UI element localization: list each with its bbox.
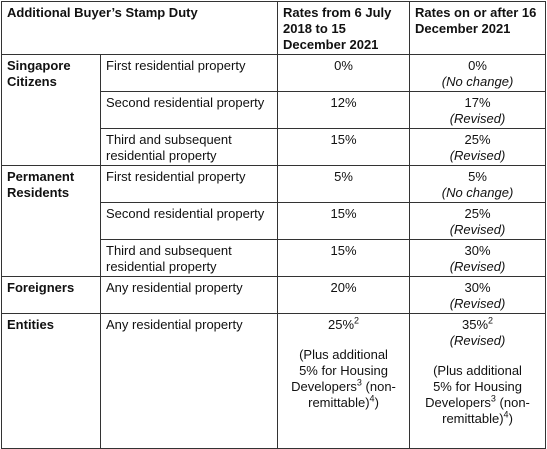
- note-text: (non-remittable): [308, 379, 396, 410]
- rate: 15%: [330, 132, 357, 147]
- group-label: Permanent Residents: [1, 165, 101, 277]
- property: Any residential property: [99, 276, 279, 314]
- status: (Revised): [449, 111, 506, 126]
- rate-after: 30% (Revised): [409, 276, 547, 314]
- header-title: Additional Buyer’s Stamp Duty: [0, 1, 279, 55]
- rate-after: 35%2 (Revised) (Plus additional 5% for Hou…: [409, 313, 547, 449]
- note-text: ): [508, 411, 513, 426]
- rate: 20%: [330, 280, 357, 295]
- property: Second residential property: [99, 91, 279, 129]
- footnote-ref: 2: [488, 315, 494, 326]
- footnote-ref: 3: [356, 377, 362, 388]
- table-row: Second residential property 12% 17% (Revise…: [2, 91, 547, 129]
- rate: 5%: [334, 169, 353, 184]
- footnote-ref: 2: [354, 315, 360, 326]
- rate: 0%: [468, 58, 487, 73]
- table-row: Second residential property 15% 25% (Revise…: [2, 202, 547, 240]
- table-row: Entities Any residential property 25%2 (Plu…: [1, 313, 547, 449]
- property: First residential property: [99, 54, 279, 92]
- header-row: Additional Buyer’s Stamp Duty Rates from…: [0, 1, 547, 55]
- property: Third and subsequent residential propert…: [99, 239, 279, 277]
- header-after: Rates on or after 16 December 2021: [409, 1, 547, 55]
- rate-before: 12%: [277, 91, 411, 129]
- rate: 30%: [464, 243, 491, 258]
- group-label: Singapore Citizens: [1, 54, 101, 166]
- footnote-ref: 4: [503, 409, 509, 420]
- table-body: Singapore Citizens First residential prop…: [1, 54, 547, 449]
- note-text: (Plus additional 5% for Housing Develope…: [425, 363, 522, 410]
- rate: 25%: [464, 206, 491, 221]
- rate: 30%: [464, 280, 491, 295]
- group-label: Entities: [1, 313, 101, 449]
- rate: 15%: [330, 206, 357, 221]
- developer-note: (Plus additional 5% for Housing Develope…: [424, 363, 532, 427]
- table-row: Singapore Citizens First residential prop…: [1, 54, 547, 166]
- status: (Revised): [449, 148, 506, 163]
- rate-before: 0%: [277, 54, 411, 92]
- status: (Revised): [449, 259, 506, 274]
- rate-after: 25% (Revised): [409, 128, 547, 166]
- rate-before: 15%: [277, 202, 411, 240]
- note-text: ): [374, 395, 379, 410]
- status: (Revised): [449, 222, 506, 237]
- rate-after: 17% (Revised): [409, 91, 547, 129]
- table-row: Foreigners Any residential property 20% 30%…: [1, 276, 547, 314]
- rate-before: 25%2 (Plus additional 5% for Housing Deve…: [277, 313, 411, 449]
- rate: 35%: [461, 317, 489, 332]
- property: Second residential property: [99, 202, 279, 240]
- rate: 17%: [464, 95, 491, 110]
- property: Any residential property: [99, 313, 279, 449]
- rate-after: 25% (Revised): [409, 202, 547, 240]
- table-row: Third and subsequent residential propert…: [2, 239, 547, 277]
- rate: 25%: [327, 317, 355, 332]
- rate-before: 20%: [277, 276, 411, 314]
- rate-after: 5% (No change): [409, 165, 547, 203]
- developer-note: (Plus additional 5% for Housing Develope…: [290, 347, 398, 411]
- footnote-ref: 3: [490, 393, 496, 404]
- table-row: Permanent Residents First residential pro…: [1, 165, 547, 277]
- property: Third and subsequent residential propert…: [99, 128, 279, 166]
- note-text: (Plus additional 5% for Housing Develope…: [291, 347, 388, 394]
- rate: 25%: [464, 132, 491, 147]
- status: (Revised): [449, 296, 506, 311]
- header-before: Rates from 6 July 2018 to 15 December 20…: [277, 1, 411, 55]
- status: (Revised): [449, 333, 506, 348]
- rate: 0%: [334, 58, 353, 73]
- rate-before: 15%: [277, 239, 411, 277]
- rate-before: 15%: [277, 128, 411, 166]
- rate-after: 0% (No change): [409, 54, 547, 92]
- rate: 12%: [330, 95, 357, 110]
- table-row: Third and subsequent residential propert…: [2, 128, 547, 166]
- rate-before: 5%: [277, 165, 411, 203]
- footnote-ref: 4: [369, 393, 375, 404]
- rate: 5%: [468, 169, 487, 184]
- status: (No change): [441, 74, 514, 89]
- property: First residential property: [99, 165, 279, 203]
- rate: 15%: [330, 243, 357, 258]
- rate-after: 30% (Revised): [409, 239, 547, 277]
- status: (No change): [441, 185, 514, 200]
- group-label: Foreigners: [1, 276, 101, 314]
